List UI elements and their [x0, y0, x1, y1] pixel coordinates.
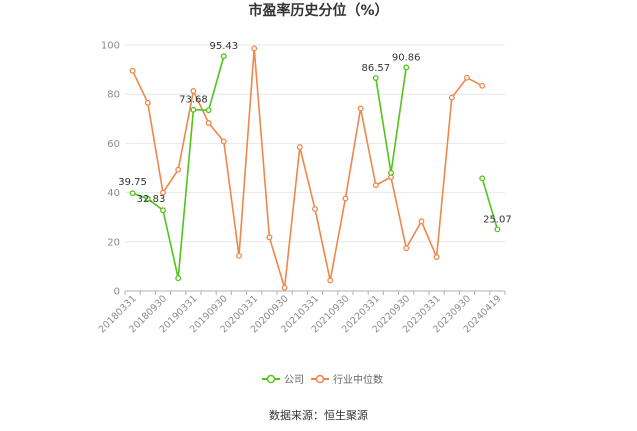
data-point[interactable] [296, 144, 303, 151]
data-point[interactable] [464, 74, 470, 81]
data-point[interactable] [129, 67, 136, 74]
data-point[interactable] [251, 45, 258, 52]
legend-company-label: 公司 [284, 375, 304, 386]
data-label: 86.57 [361, 63, 390, 74]
y-tick-label: 80 [107, 90, 120, 101]
y-axis: 0 20 40 60 80 100 [101, 41, 120, 298]
legend[interactable]: 公司 行业中位数 [262, 373, 383, 386]
y-tick-label: 60 [107, 139, 120, 150]
data-point[interactable] [433, 254, 440, 261]
data-point[interactable] [220, 53, 227, 60]
grid-lines [125, 44, 505, 292]
data-point[interactable] [342, 195, 349, 202]
data-point[interactable] [144, 195, 151, 202]
data-point[interactable] [129, 190, 136, 197]
data-point[interactable] [372, 182, 379, 189]
y-tick-label: 0 [114, 287, 120, 298]
y-tick-label: 20 [107, 237, 120, 248]
data-point[interactable] [160, 207, 166, 214]
data-point[interactable] [372, 75, 379, 81]
data-point[interactable] [312, 206, 318, 213]
data-label: 32.83 [137, 194, 166, 205]
chart-title: 市盈率历史分位（%） [248, 2, 388, 19]
data-point[interactable] [266, 234, 273, 241]
legend-industry-label: 行业中位数 [333, 373, 383, 386]
data-point[interactable] [479, 175, 486, 182]
data-point[interactable] [403, 245, 410, 252]
data-point[interactable] [418, 218, 425, 225]
y-tick-label: 100 [101, 41, 120, 52]
data-point[interactable] [190, 106, 197, 113]
data-point[interactable] [236, 252, 242, 259]
data-label: 39.75 [118, 177, 147, 188]
data-point[interactable] [144, 99, 151, 106]
data-point[interactable] [160, 189, 166, 196]
x-axis: 2018033120180930201903312019093020200331… [97, 290, 506, 335]
data-point[interactable] [388, 169, 394, 176]
series-industry-median [129, 45, 486, 291]
data-point[interactable] [494, 226, 501, 233]
legend-item-company[interactable]: 公司 [262, 374, 304, 386]
data-point[interactable] [175, 275, 182, 282]
data-label: 73.68 [179, 95, 208, 106]
data-point[interactable] [205, 120, 212, 126]
y-tick-label: 40 [107, 188, 120, 199]
legend-item-industry-median[interactable]: 行业中位数 [311, 373, 383, 386]
data-label: 95.43 [209, 41, 238, 52]
data-point[interactable] [205, 107, 212, 114]
data-label: 25.07 [483, 214, 512, 225]
legend-company-marker-icon [266, 374, 276, 384]
data-point[interactable] [190, 88, 197, 94]
data-point[interactable] [479, 82, 486, 89]
data-source: 数据来源：恒生聚源 [269, 408, 368, 422]
data-point[interactable] [357, 105, 364, 112]
data-point[interactable] [403, 64, 410, 71]
data-label: 90.86 [392, 52, 421, 63]
series-line [131, 48, 483, 289]
series-line [375, 67, 407, 174]
data-point[interactable] [327, 277, 334, 284]
series-line [481, 178, 499, 230]
data-point[interactable] [175, 166, 182, 173]
legend-industry-marker-icon [315, 374, 325, 384]
data-point[interactable] [281, 284, 288, 291]
data-point[interactable] [448, 94, 455, 101]
data-point[interactable] [220, 138, 227, 145]
